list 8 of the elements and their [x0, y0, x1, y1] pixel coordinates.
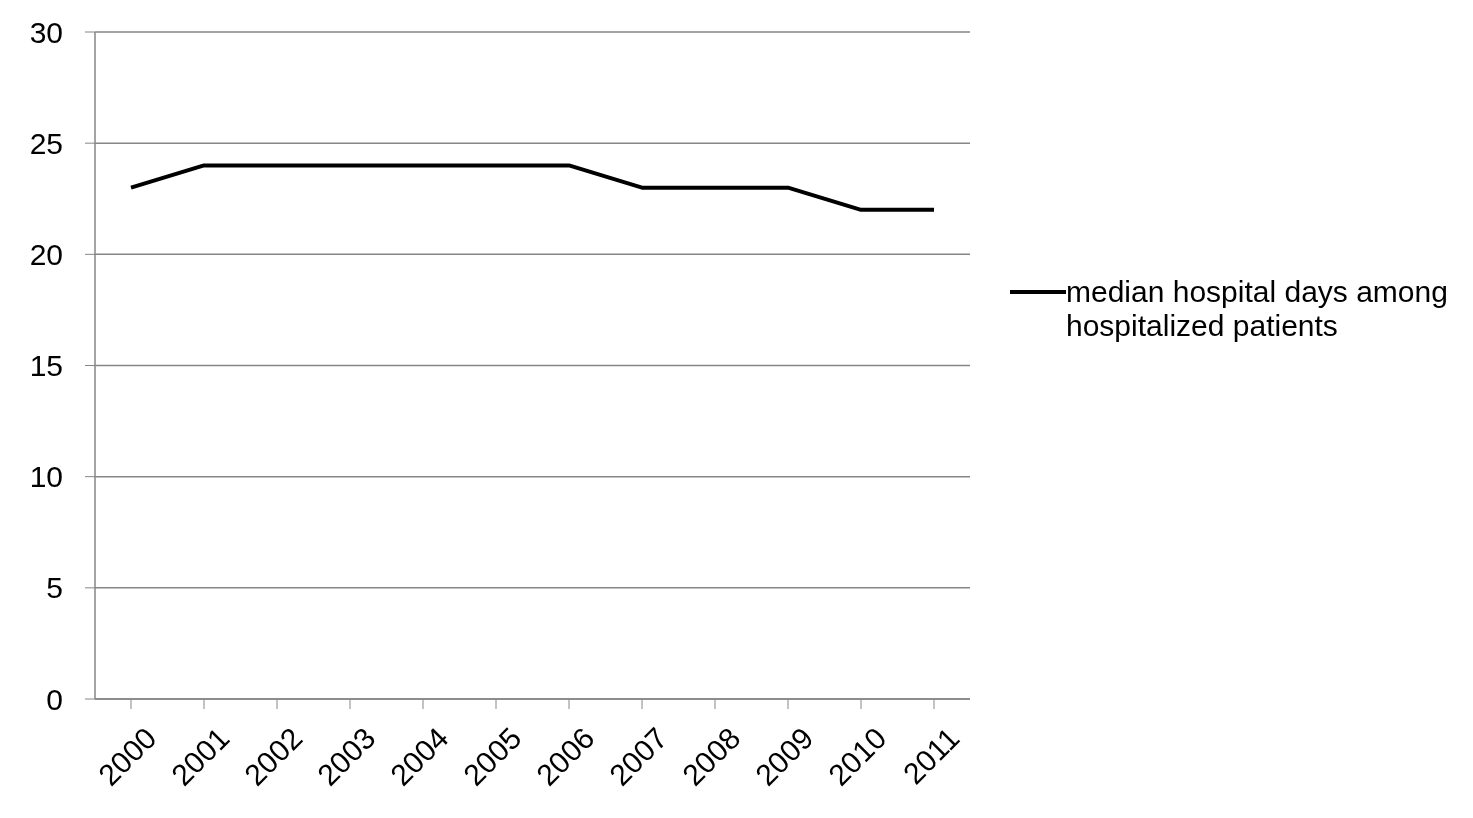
legend-label: median hospital days among hospitalized patients [1066, 275, 1449, 343]
y-tick-label: 15 [29, 349, 63, 383]
y-tick-label: 25 [29, 126, 63, 160]
y-tick-label: 10 [29, 460, 63, 494]
y-tick-label: 30 [29, 15, 63, 49]
y-tick-label: 5 [46, 571, 63, 605]
y-tick-label: 0 [46, 682, 63, 716]
y-tick-label: 20 [29, 237, 63, 271]
